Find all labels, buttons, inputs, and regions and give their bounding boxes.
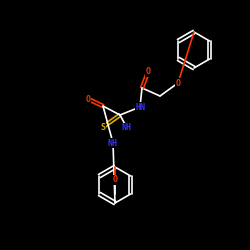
Text: O: O — [176, 78, 180, 88]
Text: HN: HN — [135, 102, 145, 112]
Text: NH: NH — [122, 124, 132, 132]
Text: NH: NH — [108, 138, 118, 147]
Text: O: O — [146, 68, 150, 76]
Text: S: S — [100, 122, 105, 132]
Text: O: O — [86, 94, 90, 104]
Text: O: O — [112, 176, 117, 184]
